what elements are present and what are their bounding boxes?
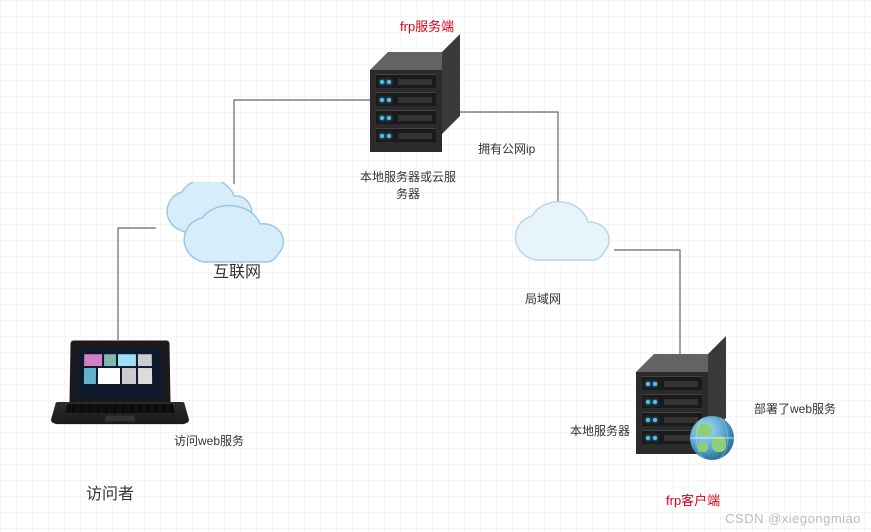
frp-client-label-right: 部署了web服务: [754, 400, 836, 417]
frp-server-label-right: 拥有公网ip: [478, 140, 535, 157]
server-icon: [370, 52, 442, 152]
screen-tile: [138, 354, 152, 366]
screen-tile: [118, 354, 136, 366]
laptop-screen: [78, 348, 163, 398]
frp-client-title: frp客户端: [666, 490, 720, 509]
internet-label: 互联网: [213, 258, 261, 282]
frp-client-label-left: 本地服务器: [570, 422, 630, 439]
screen-tile: [104, 354, 116, 366]
visitor-title: 访问者: [86, 480, 134, 504]
visitor-label-right: 访问web服务: [174, 432, 244, 449]
screen-tile: [84, 368, 96, 384]
screen-tile: [98, 368, 120, 384]
laptop-icon: [56, 340, 184, 440]
frp-client-node: [636, 354, 708, 454]
globe-icon: [690, 416, 734, 460]
laptop-node: [56, 340, 184, 440]
lan-cloud-node: [500, 196, 628, 279]
frp-server-node: [370, 52, 442, 152]
cloud-icon: [500, 196, 628, 274]
frp-server-title: frp服务端: [400, 16, 454, 35]
screen-tile: [138, 368, 152, 384]
frp-server-label-bottom: 本地服务器或云服 务器: [348, 168, 468, 202]
watermark: CSDN @xiegongmiao: [725, 511, 861, 526]
screen-tile: [122, 368, 136, 384]
lan-label: 局域网: [525, 290, 561, 307]
screen-tile: [84, 354, 102, 366]
